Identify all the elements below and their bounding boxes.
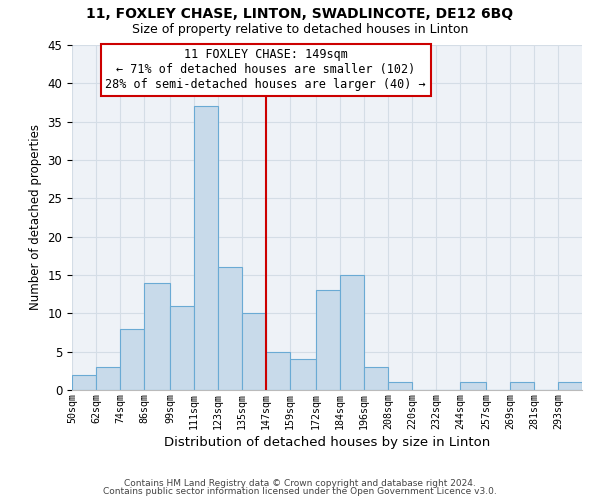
Bar xyxy=(218,268,242,390)
Bar xyxy=(194,106,218,390)
Bar xyxy=(96,367,120,390)
Bar xyxy=(242,314,266,390)
Bar xyxy=(72,374,96,390)
Bar xyxy=(170,306,194,390)
Bar xyxy=(510,382,534,390)
Bar xyxy=(266,352,290,390)
Bar xyxy=(316,290,340,390)
Text: Contains HM Land Registry data © Crown copyright and database right 2024.: Contains HM Land Registry data © Crown c… xyxy=(124,478,476,488)
Bar xyxy=(558,382,582,390)
Bar xyxy=(144,282,170,390)
Bar xyxy=(120,328,144,390)
Bar xyxy=(340,275,364,390)
Bar xyxy=(460,382,486,390)
Y-axis label: Number of detached properties: Number of detached properties xyxy=(29,124,42,310)
Text: Size of property relative to detached houses in Linton: Size of property relative to detached ho… xyxy=(132,22,468,36)
Text: 11, FOXLEY CHASE, LINTON, SWADLINCOTE, DE12 6BQ: 11, FOXLEY CHASE, LINTON, SWADLINCOTE, D… xyxy=(86,8,514,22)
Bar xyxy=(364,367,388,390)
Text: 11 FOXLEY CHASE: 149sqm
← 71% of detached houses are smaller (102)
28% of semi-d: 11 FOXLEY CHASE: 149sqm ← 71% of detache… xyxy=(106,48,426,92)
Bar xyxy=(290,360,316,390)
Bar xyxy=(388,382,412,390)
X-axis label: Distribution of detached houses by size in Linton: Distribution of detached houses by size … xyxy=(164,436,490,448)
Text: Contains public sector information licensed under the Open Government Licence v3: Contains public sector information licen… xyxy=(103,487,497,496)
